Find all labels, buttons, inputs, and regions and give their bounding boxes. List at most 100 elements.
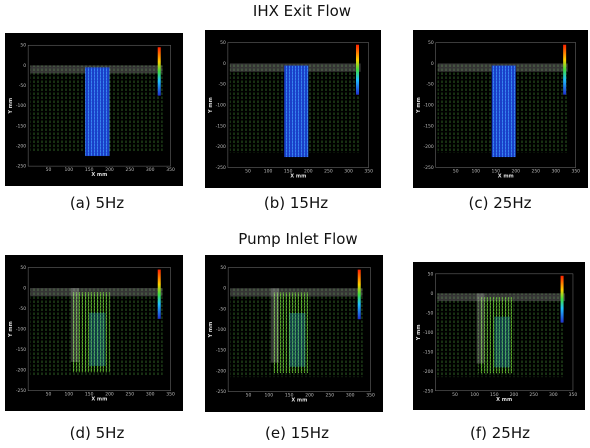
jet-core <box>85 67 110 157</box>
y-tick-label: -200 <box>216 368 226 374</box>
color-bar <box>157 269 161 319</box>
x-tick-label: 350 <box>366 393 375 399</box>
y-tick-label: -250 <box>16 388 26 394</box>
wall-light <box>70 288 79 362</box>
plot-frame <box>227 267 371 392</box>
x-tick-label: 50 <box>46 167 52 173</box>
color-bar <box>563 44 567 95</box>
y-tick-label: -100 <box>216 103 226 109</box>
plot-frame <box>435 273 574 392</box>
panel-caption: (c) 25Hz <box>469 194 532 212</box>
x-axis-label: X mm <box>91 397 107 403</box>
x-tick-label: 100 <box>471 168 480 174</box>
y-axis-label: Y mm <box>8 98 14 115</box>
y-tick-label: -150 <box>16 123 26 129</box>
y-axis-label: Y mm <box>8 321 14 338</box>
panel-caption: (d) 5Hz <box>70 424 125 442</box>
y-tick-label: -250 <box>424 165 434 171</box>
x-tick-label: 150 <box>85 392 94 398</box>
plume <box>478 297 514 374</box>
y-tick-label: -150 <box>216 123 226 129</box>
color-bar <box>357 269 361 320</box>
x-tick-label: 250 <box>529 392 538 398</box>
x-tick-label: 200 <box>511 168 520 174</box>
x-tick-label: 300 <box>549 392 558 398</box>
x-tick-label: 50 <box>46 392 52 398</box>
plume-core <box>89 312 106 367</box>
x-tick-label: 350 <box>569 392 578 398</box>
plume <box>72 292 110 373</box>
x-tick-label: 50 <box>246 393 252 399</box>
panel-caption: (a) 5Hz <box>70 194 124 212</box>
y-tick-label: 50 <box>20 43 26 49</box>
x-tick-label: 250 <box>324 168 333 174</box>
x-axis-label: X mm <box>291 398 307 404</box>
x-tick-label: 200 <box>305 393 314 399</box>
panel-caption: (f) 25Hz <box>470 424 530 442</box>
y-tick-label: 50 <box>220 265 226 271</box>
y-tick-label: 0 <box>430 291 433 297</box>
x-tick-label: 350 <box>166 392 175 398</box>
y-tick-label: -200 <box>216 144 226 150</box>
y-tick-label: 0 <box>223 286 226 292</box>
y-tick-label: -150 <box>16 347 26 353</box>
y-tick-label: 0 <box>23 63 26 69</box>
x-tick-label: 200 <box>105 167 114 173</box>
plot-frame <box>27 267 171 391</box>
panel-caption: (b) 15Hz <box>264 194 328 212</box>
x-tick-label: 350 <box>571 168 580 174</box>
x-tick-label: 150 <box>285 393 294 399</box>
panel: 50 0 -50 -100 -150 -200 -250 50 100 150 200 250 300 3… <box>413 262 585 410</box>
x-tick-label: 150 <box>284 168 293 174</box>
plot-frame <box>227 42 369 168</box>
panel: 50 0 -50 -100 -150 -200 -250 50 100 150 200 250 300 3… <box>5 33 183 186</box>
x-tick-label: 100 <box>265 393 274 399</box>
x-axis-label: X mm <box>290 173 306 179</box>
x-tick-label: 350 <box>166 167 175 173</box>
x-axis-label: X mm <box>91 172 107 178</box>
y-tick-label: -50 <box>219 82 226 88</box>
y-tick-label: -100 <box>424 103 434 109</box>
y-tick-label: -100 <box>16 327 26 333</box>
y-tick-label: -200 <box>424 144 434 150</box>
y-axis-label: Y mm <box>416 97 422 114</box>
y-tick-label: -100 <box>216 327 226 333</box>
x-tick-label: 100 <box>264 168 273 174</box>
panel: 50 0 -50 -100 -150 -200 -250 50 100 150 200 250 300 3… <box>205 30 381 188</box>
x-tick-label: 100 <box>470 392 479 398</box>
y-tick-label: 50 <box>220 40 226 46</box>
color-bar <box>560 275 564 323</box>
x-tick-label: 300 <box>346 393 355 399</box>
plume-core <box>289 313 306 367</box>
plot-frame <box>27 44 171 167</box>
panel: 50 0 -50 -100 -150 -200 -250 50 100 150 200 250 300 3… <box>413 30 588 188</box>
y-tick-label: 50 <box>20 265 26 271</box>
x-tick-label: 150 <box>491 168 500 174</box>
y-tick-label: -250 <box>16 164 26 170</box>
y-tick-label: 50 <box>428 271 434 277</box>
x-tick-label: 150 <box>490 392 499 398</box>
x-tick-label: 50 <box>453 168 459 174</box>
x-tick-label: 100 <box>65 392 74 398</box>
section-title: IHX Exit Flow <box>253 2 351 20</box>
y-tick-label: -50 <box>19 83 26 89</box>
y-tick-label: -50 <box>219 306 226 312</box>
y-tick-label: -100 <box>423 330 433 336</box>
y-tick-label: -50 <box>426 310 433 316</box>
y-tick-label: -200 <box>16 368 26 374</box>
x-tick-label: 250 <box>126 167 135 173</box>
x-tick-label: 350 <box>364 168 373 174</box>
x-tick-label: 300 <box>551 168 560 174</box>
jet-core <box>284 65 309 158</box>
y-tick-label: -250 <box>216 165 226 171</box>
x-axis-label: X mm <box>498 173 514 179</box>
color-bar <box>157 47 161 96</box>
x-tick-label: 50 <box>452 392 458 398</box>
plume-core <box>494 316 511 368</box>
y-axis-label: Y mm <box>416 324 422 341</box>
x-tick-label: 250 <box>326 393 335 399</box>
y-tick-label: -250 <box>423 388 433 394</box>
wall-light <box>270 288 279 363</box>
x-tick-label: 100 <box>65 167 74 173</box>
